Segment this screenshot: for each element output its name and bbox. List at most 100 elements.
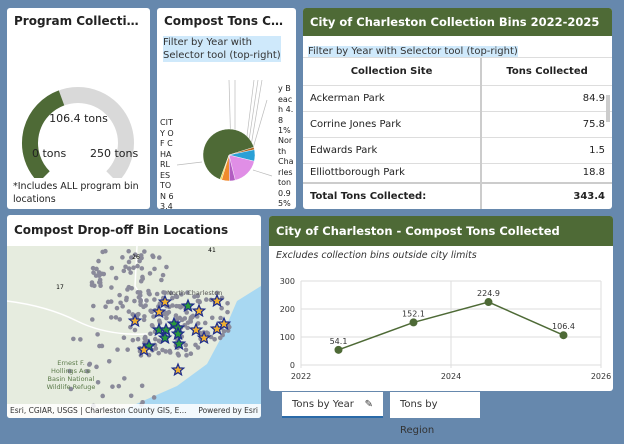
bin-point[interactable] [96,258,101,264]
data-point[interactable] [409,318,418,327]
bin-point[interactable] [140,400,145,405]
bin-point[interactable] [115,347,120,352]
bin-point[interactable] [192,294,197,299]
bin-star[interactable] [151,304,167,319]
bin-point[interactable] [164,315,169,321]
bin-point[interactable] [113,315,119,320]
bin-point[interactable] [92,283,97,289]
bin-point[interactable] [188,351,194,357]
bin-point[interactable] [87,362,92,367]
bin-point[interactable] [183,342,189,348]
bin-point[interactable] [163,310,168,316]
bin-point[interactable] [126,309,132,314]
bin-star[interactable] [188,322,204,337]
bin-point[interactable] [217,335,223,341]
data-point[interactable] [559,331,568,340]
bin-point[interactable] [152,297,157,302]
tab-tons-by-region[interactable]: Tons by Region [390,392,480,436]
bin-point[interactable] [128,270,133,275]
bin-point[interactable] [164,264,169,270]
bin-point[interactable] [108,299,114,304]
bin-point[interactable] [139,383,145,389]
bin-point[interactable] [156,255,162,260]
bin-point[interactable] [132,327,138,333]
bin-point[interactable] [173,294,179,299]
bin-point[interactable] [121,268,127,274]
bin-point[interactable] [116,383,122,389]
bin-point[interactable] [156,338,162,344]
bin-point[interactable] [103,304,108,310]
bin-point[interactable] [114,305,120,311]
bin-point[interactable] [162,290,168,296]
bin-point[interactable] [125,287,130,292]
bin-point[interactable] [143,303,148,308]
bin-point[interactable] [142,249,147,254]
bin-star[interactable] [157,330,173,345]
col-header-tons[interactable]: Tons Collected [481,58,612,86]
bin-star[interactable] [216,316,232,331]
bin-point[interactable] [218,315,223,321]
bin-star[interactable] [191,303,207,318]
bin-point[interactable] [135,290,141,295]
data-point[interactable] [334,345,343,354]
bin-point[interactable] [142,314,147,319]
bin-point[interactable] [209,315,215,321]
bin-point[interactable] [91,303,96,309]
bin-point[interactable] [166,309,172,315]
bin-point[interactable] [168,290,174,296]
bin-point[interactable] [100,249,105,255]
bin-point[interactable] [152,266,157,272]
pie-slice[interactable] [219,154,230,181]
bin-point[interactable] [78,337,83,342]
bin-point[interactable] [97,280,102,285]
col-header-site[interactable]: Collection Site [303,58,483,86]
bin-point[interactable] [125,347,130,352]
bin-point[interactable] [94,266,99,272]
bin-point[interactable] [136,294,142,300]
bin-point[interactable] [95,379,101,385]
bin-point[interactable] [126,259,132,265]
bin-point[interactable] [68,386,74,392]
bin-point[interactable] [135,263,140,269]
bin-star[interactable] [170,326,186,341]
map[interactable]: 26 17 41 North Charleston [7,246,261,418]
bin-point[interactable] [89,280,95,285]
bin-star[interactable] [170,362,186,377]
bin-point[interactable] [117,292,122,298]
bin-star[interactable] [196,330,212,345]
bin-point[interactable] [202,320,208,326]
bin-point[interactable] [124,297,129,303]
bin-point[interactable] [126,248,131,254]
bin-point[interactable] [129,255,134,260]
bin-point[interactable] [67,368,72,374]
table-scrollbar[interactable] [606,95,610,122]
bin-point[interactable] [130,337,136,343]
bin-point[interactable] [197,299,202,305]
bin-point[interactable] [150,323,155,329]
powered-by-esri[interactable]: Powered by Esri [198,406,258,415]
bin-point[interactable] [135,336,141,342]
bin-star[interactable] [136,342,152,357]
bin-point[interactable] [151,395,157,400]
bin-point[interactable] [126,266,132,271]
data-point[interactable] [484,298,493,307]
bin-point[interactable] [106,358,112,364]
bin-star[interactable] [209,293,225,308]
bin-point[interactable] [204,297,209,302]
bin-point[interactable] [140,276,145,282]
bin-point[interactable] [117,317,123,322]
bin-point[interactable] [128,393,134,399]
bin-point[interactable] [138,253,144,258]
bin-point[interactable] [132,298,137,304]
bin-point[interactable] [110,384,115,389]
bin-point[interactable] [100,393,105,399]
bin-point[interactable] [94,364,99,370]
bin-point[interactable] [147,271,153,276]
bin-point[interactable] [170,295,175,301]
bin-point[interactable] [190,313,196,319]
bin-point[interactable] [123,264,128,270]
bin-point[interactable] [188,319,194,324]
bin-point[interactable] [109,265,115,271]
bin-star[interactable] [171,336,187,351]
pie-slice[interactable] [202,128,255,180]
